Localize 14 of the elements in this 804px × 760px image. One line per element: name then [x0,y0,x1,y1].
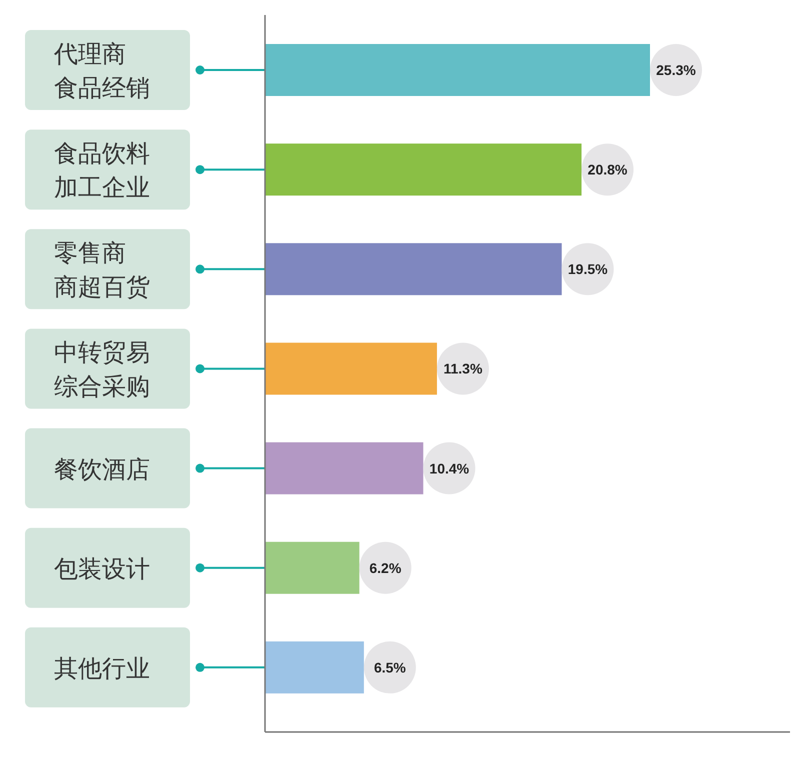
y-tick-label: 食品饮料加工企业 [54,140,150,202]
data-label: 6.2% [369,560,402,576]
data-label: 25.3% [656,62,696,78]
data-label: 19.5% [568,261,608,278]
data-label: 11.3% [443,360,483,377]
y-tick-label: 代理商食品经销 [53,40,150,102]
y-tick-label: 餐饮酒店 [54,455,150,484]
y-tick-label: 其他行业 [54,654,150,682]
data-label: 6.5% [374,659,406,676]
data-label: 10.4% [429,460,470,476]
y-tick-label: 包装设计 [54,554,150,583]
y-tick-label: 中转贸易综合采购 [54,338,150,401]
y-tick-label: 零售商商超百货 [54,239,150,302]
data-label: 20.8% [588,162,628,178]
